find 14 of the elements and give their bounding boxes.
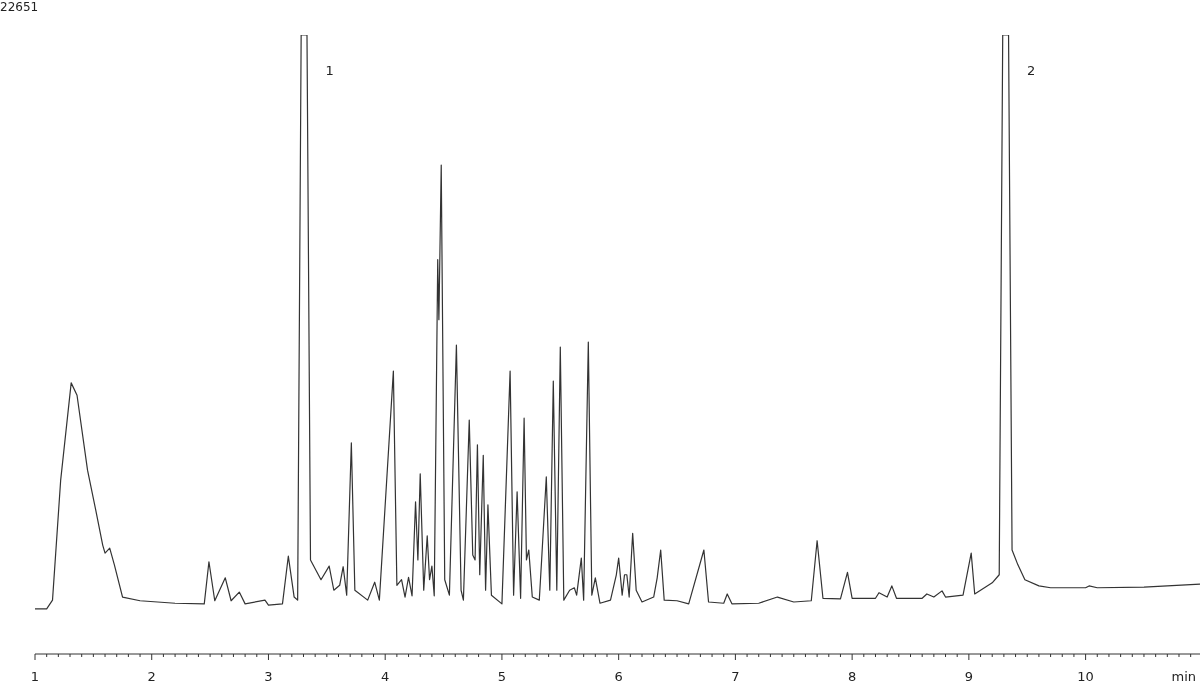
x-tick-label: 3 [264, 669, 273, 684]
x-tick-label: 6 [614, 669, 623, 684]
text: 22651 [0, 0, 39, 14]
annotation: 2 [1027, 63, 1036, 78]
x-tick-label: 5 [497, 669, 507, 684]
x-axis-title: min [1171, 669, 1196, 684]
x-tick-label: 1 [30, 669, 40, 684]
x-tick-label: 2 [147, 669, 156, 684]
x-tick-label: 10 [1077, 669, 1094, 684]
x-tick-label: 9 [964, 669, 974, 684]
x-tick-label: 8 [847, 669, 857, 684]
x-tick-label: 7 [731, 669, 740, 684]
x-tick-label: 4 [381, 669, 390, 684]
annotation: 1 [325, 63, 334, 78]
